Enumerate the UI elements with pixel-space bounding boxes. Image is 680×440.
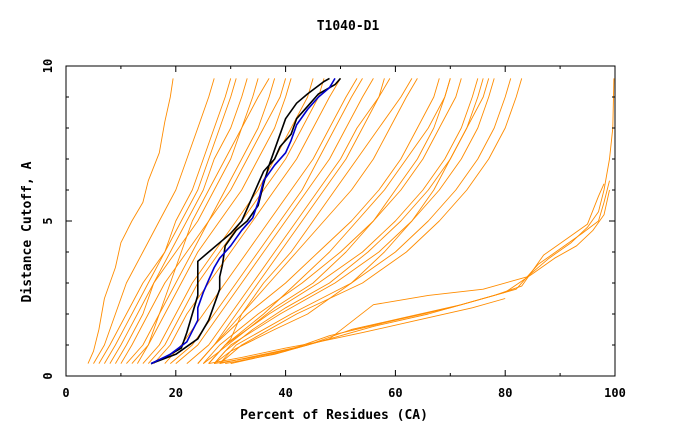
series-line-bundle-17 (219, 78, 523, 364)
series-line-bundle-2 (98, 78, 237, 364)
y-axis-label: Distance Cutoff, A (20, 161, 35, 302)
series-line-bundle-1 (93, 78, 215, 364)
series-line-blue-37 (150, 77, 336, 365)
x-tick-label: 20 (169, 386, 183, 400)
series-line-bundle-6 (142, 78, 314, 364)
y-tick-label: 0 (41, 372, 55, 379)
series-line-bundle-0 (87, 78, 174, 364)
series-line-bundle-10 (186, 78, 391, 364)
x-tick-label: 0 (62, 386, 69, 400)
series-line-bundle-34 (208, 298, 506, 365)
y-tick-label: 5 (41, 217, 55, 224)
series-line-bundle-20 (197, 78, 385, 364)
series-line-bundle-12 (197, 78, 440, 364)
series-line-bundle-23 (104, 78, 232, 364)
series-line-bundle-7 (153, 78, 341, 364)
series-line-bundle-31 (219, 189, 610, 365)
series-layer (87, 77, 615, 365)
series-line-black-36 (150, 77, 342, 365)
tick-layer: 0 20 40 60 80 100 0 5 10 (41, 59, 626, 400)
x-tick-label: 40 (278, 386, 292, 400)
series-line-bundle-19 (208, 78, 451, 364)
plot-frame (65, 65, 616, 377)
x-tick-label: 80 (498, 386, 512, 400)
chart-title: T1040-D1 (317, 19, 380, 34)
series-line-bundle-11 (197, 78, 418, 364)
series-line-bundle-27 (208, 78, 413, 364)
series-line-black-35 (150, 77, 330, 365)
x-axis-label: Percent of Residues (CA) (240, 408, 428, 423)
series-line-bundle-14 (208, 78, 479, 364)
series-line-bundle-33 (230, 183, 605, 365)
series-line-bundle-16 (219, 78, 512, 364)
x-tick-label: 100 (604, 386, 626, 400)
series-line-bundle-22 (115, 78, 248, 364)
series-line-bundle-3 (109, 78, 259, 364)
series-line-bundle-21 (137, 78, 270, 364)
series-line-bundle-32 (225, 180, 610, 365)
series-line-bundle-18 (213, 78, 484, 364)
x-tick-label: 60 (388, 386, 402, 400)
series-line-bundle-29 (203, 78, 451, 364)
y-tick-label: 10 (41, 59, 55, 73)
series-line-bundle-9 (175, 78, 374, 364)
series-line-bundle-5 (131, 78, 292, 364)
series-line-bundle-28 (213, 78, 490, 364)
series-line-bundle-24 (126, 78, 287, 364)
series-line-bundle-15 (213, 78, 495, 364)
